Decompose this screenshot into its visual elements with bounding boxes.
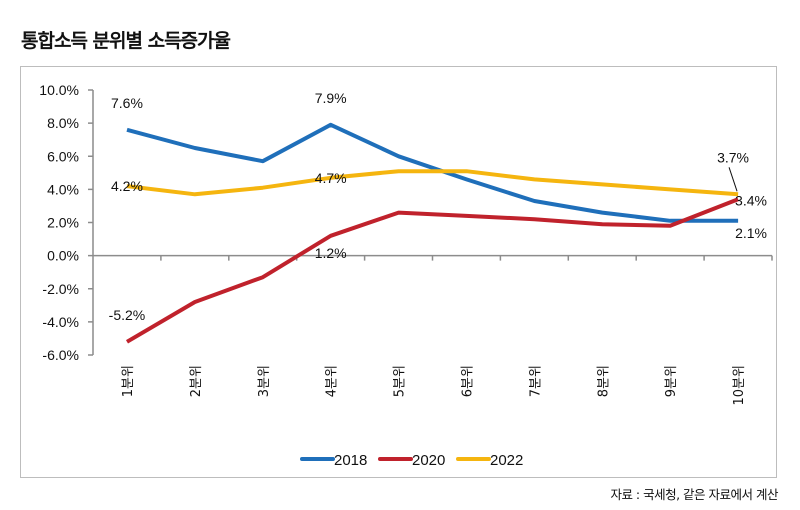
data-label-2020: 3.4% <box>735 192 767 208</box>
x-category-label: 7분위 <box>528 365 543 397</box>
data-label-2018: 7.6% <box>111 95 143 111</box>
y-tick-label: 0.0% <box>47 248 79 264</box>
x-category-label: 2분위 <box>189 365 204 397</box>
legend-label-2018: 2018 <box>334 452 367 469</box>
y-tick-label: 8.0% <box>47 115 79 131</box>
series-lines <box>125 122 739 344</box>
leader-line-2022 <box>728 167 738 192</box>
y-tick-label: 10.0% <box>39 82 79 98</box>
x-category-label: 6분위 <box>460 365 475 397</box>
y-tick-label: -6.0% <box>42 347 79 363</box>
x-category-label: 1분위 <box>121 365 136 397</box>
chart-title: 통합소득 분위별 소득증가율 <box>21 30 231 52</box>
data-labels: 7.6% 7.9% 2.1% -5.2% 1.2% 3.4% 4.2% 4.7% 3.7% <box>109 90 767 323</box>
legend-label-2022: 2022 <box>490 452 523 469</box>
x-category-label: 5분위 <box>393 365 408 397</box>
chart-frame <box>20 66 777 478</box>
data-label-2020: 1.2% <box>315 245 347 261</box>
data-label-2020: -5.2% <box>109 307 146 323</box>
y-tick-label: -4.0% <box>42 314 79 330</box>
legend: 2018 2020 2022 <box>300 452 523 469</box>
data-label-2018: 2.1% <box>735 225 767 241</box>
data-label-2022: 3.7% <box>717 149 749 165</box>
data-label-2018: 7.9% <box>315 90 347 106</box>
source-note: 자료 : 국세청, 같은 자료에서 계산 <box>610 487 778 502</box>
x-category-label: 8분위 <box>596 365 611 397</box>
y-tick-label: 4.0% <box>47 181 79 197</box>
x-category-label: 4분위 <box>325 365 340 397</box>
x-category-label: 9분위 <box>664 365 679 397</box>
axes: 10.0% 8.0% 6.0% 4.0% 2.0% 0.0% -2.0% -4.0% -6.0%… <box>39 82 773 405</box>
series-line-2018 <box>126 122 739 223</box>
series-line-2022 <box>126 169 739 197</box>
x-category-label: 10분위 <box>732 365 747 405</box>
data-label-2022: 4.2% <box>111 178 143 194</box>
y-tick-label: -2.0% <box>42 281 79 297</box>
legend-label-2020: 2020 <box>412 452 445 469</box>
series-line-2020 <box>125 197 739 344</box>
y-tick-label: 2.0% <box>47 215 79 231</box>
data-label-2022: 4.7% <box>315 170 347 186</box>
x-category-label: 3분위 <box>257 365 272 397</box>
y-tick-label: 6.0% <box>47 148 79 164</box>
